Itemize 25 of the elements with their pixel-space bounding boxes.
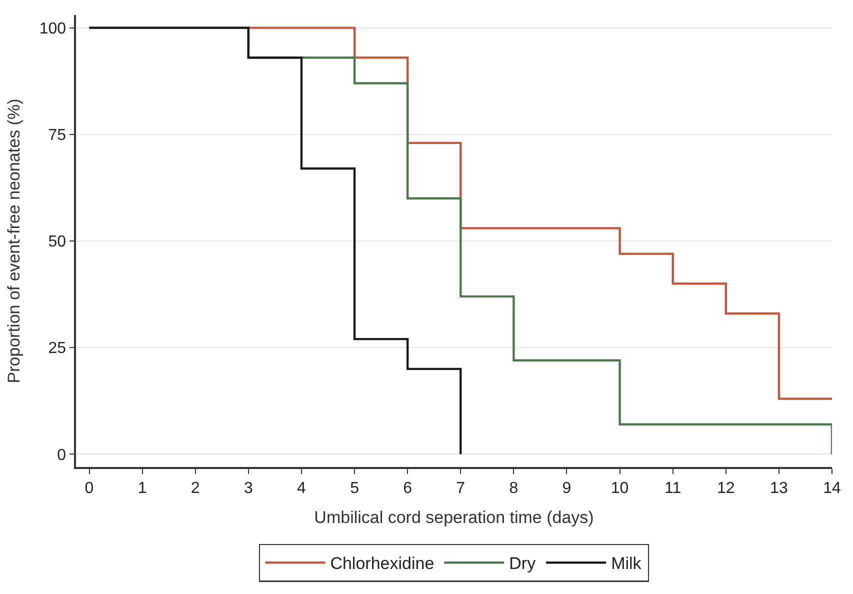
y-tick-label: 0	[57, 446, 66, 464]
x-tick-label: 6	[403, 480, 412, 497]
y-tick-label: 100	[39, 20, 66, 38]
x-tick-label: 10	[610, 480, 629, 497]
x-tick-label: 11	[664, 480, 682, 497]
x-tick-label: 0	[84, 480, 94, 497]
y-axis-title: Proportion of event-free neonates (%)	[4, 98, 24, 384]
x-tick-label: 14	[823, 480, 841, 497]
y-tick-label: 25	[48, 340, 66, 358]
x-tick-label: 8	[509, 480, 518, 497]
x-tick-label: 7	[456, 480, 466, 497]
x-tick-label: 2	[190, 480, 200, 497]
x-tick-label: 5	[350, 480, 360, 497]
x-tick-label: 4	[297, 480, 306, 497]
x-tick-label: 9	[562, 480, 572, 497]
legend-label: Milk	[611, 554, 642, 574]
legend-label: Chlorhexidine	[330, 554, 434, 574]
x-tick-label: 13	[770, 480, 788, 497]
y-tick-label: 75	[48, 127, 66, 144]
x-tick-label: 1	[138, 480, 147, 497]
legend-label: Dry	[509, 554, 536, 574]
x-axis-title: Umbilical cord seperation time (days)	[314, 508, 594, 527]
x-tick-label: 12	[716, 480, 735, 497]
x-tick-label: 3	[244, 480, 253, 497]
y-tick-label: 50	[48, 234, 66, 251]
